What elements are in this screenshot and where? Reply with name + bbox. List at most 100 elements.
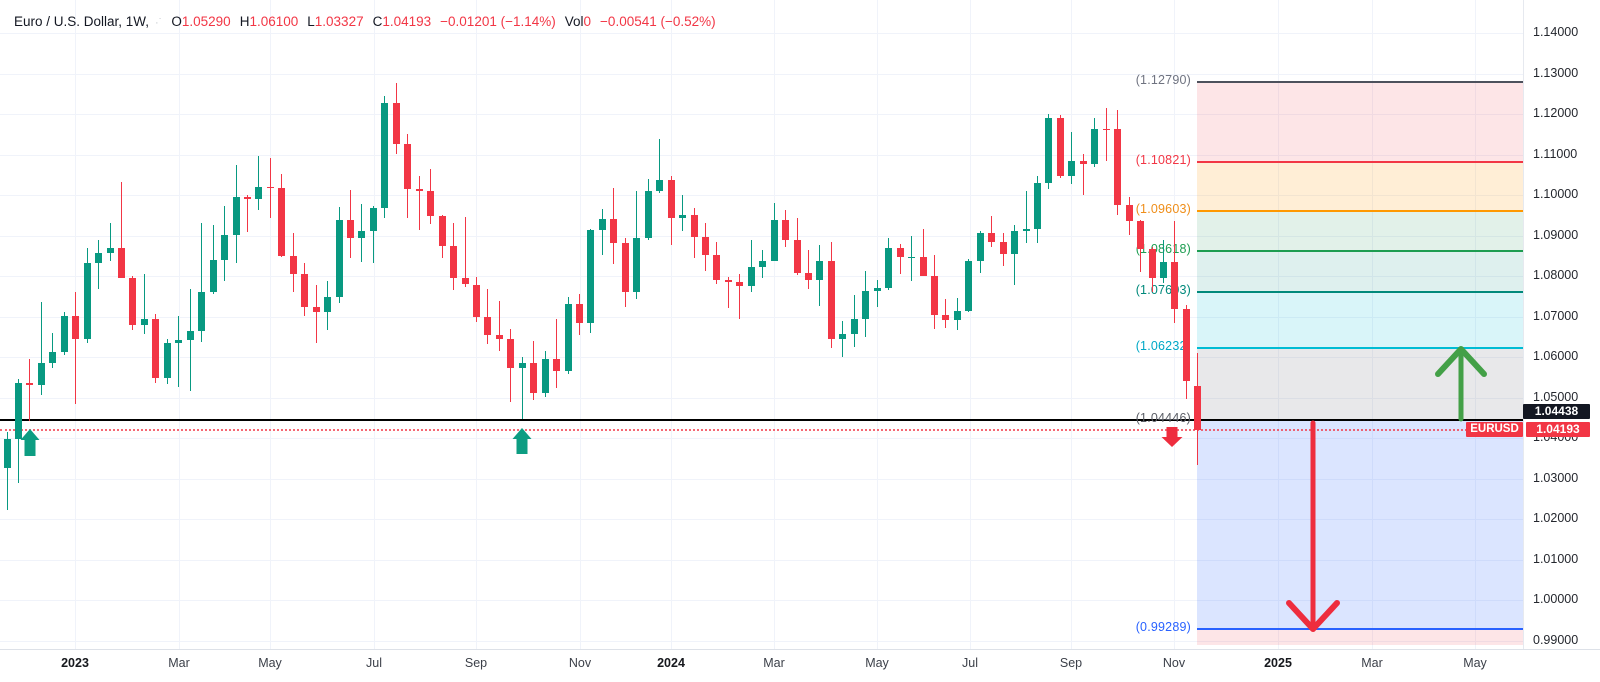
candle-wick bbox=[1025, 191, 1027, 244]
candle-down bbox=[404, 143, 412, 189]
candle-down bbox=[266, 187, 274, 189]
candle-down bbox=[26, 383, 34, 385]
price-zone[interactable] bbox=[1197, 161, 1523, 212]
close-label: C bbox=[372, 14, 383, 29]
candle-up bbox=[747, 267, 755, 286]
candle-down bbox=[312, 306, 320, 313]
time-tick-label: Nov bbox=[568, 656, 592, 670]
candle-down bbox=[1137, 220, 1145, 250]
candle-wick bbox=[556, 318, 558, 389]
candle-down bbox=[415, 188, 423, 192]
price-level-line[interactable] bbox=[0, 418, 1523, 421]
price-level-line[interactable] bbox=[1197, 291, 1523, 294]
price-axis[interactable]: 1.14000 1.13000 1.12000 1.11000 1.10000 1.090… bbox=[1523, 0, 1600, 649]
price-level-label: (1.07603) bbox=[1135, 283, 1191, 298]
price-zone[interactable] bbox=[1197, 211, 1523, 251]
candle-down bbox=[896, 248, 904, 258]
candle-wick bbox=[899, 243, 901, 274]
candle-up bbox=[106, 247, 114, 254]
candle-wick bbox=[418, 176, 420, 231]
candle-down bbox=[999, 241, 1007, 254]
candle-down bbox=[243, 197, 251, 200]
price-tick-label: 1.02000 bbox=[1533, 511, 1579, 525]
vertical-gridline bbox=[1475, 0, 1476, 649]
high-value: 1.06100 bbox=[249, 14, 299, 29]
horizontal-gridline bbox=[0, 559, 1523, 561]
candle-down bbox=[427, 191, 435, 217]
candle-wick bbox=[1105, 108, 1107, 162]
candle-up bbox=[587, 230, 595, 323]
vertical-gridline bbox=[476, 0, 477, 649]
candle-wick bbox=[682, 195, 684, 232]
candle-up bbox=[541, 359, 549, 394]
horizontal-gridline bbox=[0, 316, 1523, 318]
candle-up bbox=[953, 311, 961, 321]
candle-down bbox=[461, 278, 469, 285]
candle-up bbox=[83, 262, 91, 339]
symbol-legend: Euro / U.S. Dollar, 1W, ·˙ O1.05290 H1.0610… bbox=[14, 14, 716, 29]
vertical-gridline bbox=[671, 0, 672, 649]
horizontal-gridline bbox=[0, 397, 1523, 399]
horizontal-gridline bbox=[0, 357, 1523, 358]
volume-value: 0 bbox=[583, 14, 592, 29]
price-zone[interactable] bbox=[1197, 628, 1523, 645]
candle-wick bbox=[98, 240, 100, 290]
vertical-gridline bbox=[179, 0, 180, 649]
price-level-line[interactable] bbox=[1197, 210, 1523, 213]
candle-down bbox=[1171, 262, 1179, 310]
candle-up bbox=[816, 261, 824, 281]
price-level-line[interactable] bbox=[1197, 160, 1523, 163]
price-zone[interactable] bbox=[1197, 250, 1523, 293]
candle-up bbox=[1011, 231, 1019, 254]
candle-wick bbox=[189, 289, 191, 391]
price-tick-label: 1.08000 bbox=[1533, 268, 1579, 282]
symbol-price-flag: EURUSD bbox=[1466, 422, 1523, 437]
symbol-title[interactable]: Euro / U.S. Dollar, 1W, bbox=[14, 14, 150, 29]
candle-up bbox=[518, 362, 526, 368]
candle-wick bbox=[727, 277, 729, 308]
candle-wick bbox=[739, 273, 741, 319]
candle-up bbox=[3, 438, 11, 469]
price-zone[interactable] bbox=[1197, 347, 1523, 420]
candle-up bbox=[679, 214, 687, 218]
time-tick-label: Mar bbox=[763, 656, 785, 670]
open-label: O bbox=[171, 14, 182, 29]
candle-up bbox=[1068, 160, 1076, 176]
candle-down bbox=[782, 220, 790, 240]
candle-wick bbox=[601, 209, 603, 255]
vertical-gridline bbox=[970, 0, 971, 649]
candle-down bbox=[701, 236, 709, 255]
candle-wick bbox=[922, 229, 924, 276]
candle-wick bbox=[1014, 224, 1016, 286]
price-zone[interactable] bbox=[1197, 419, 1523, 629]
price-level-line[interactable] bbox=[1197, 81, 1523, 83]
price-level-line[interactable] bbox=[1197, 249, 1523, 252]
candle-down bbox=[930, 275, 938, 315]
candle-up bbox=[175, 339, 183, 343]
candle-up bbox=[839, 334, 847, 339]
price-zone[interactable] bbox=[1197, 82, 1523, 162]
price-level-line[interactable] bbox=[1197, 627, 1523, 630]
price-zone[interactable] bbox=[1197, 292, 1523, 348]
candle-up bbox=[209, 260, 217, 293]
candle-up bbox=[335, 219, 343, 297]
candle-wick bbox=[246, 194, 248, 232]
time-tick-label: 2025 bbox=[1264, 656, 1292, 670]
vertical-gridline bbox=[270, 0, 271, 649]
price-level-line[interactable] bbox=[1197, 346, 1523, 349]
candle-up bbox=[140, 318, 148, 325]
candle-down bbox=[942, 314, 950, 321]
candle-down bbox=[713, 254, 721, 281]
candle-down bbox=[1182, 309, 1190, 382]
time-tick-label: Nov bbox=[1162, 656, 1186, 670]
candle-down bbox=[724, 280, 732, 283]
open-value: 1.05290 bbox=[181, 14, 231, 29]
candle-down bbox=[1056, 118, 1064, 176]
low-label: L bbox=[307, 14, 315, 29]
candle-up bbox=[14, 383, 22, 439]
price-level-label: (1.12790) bbox=[1135, 73, 1191, 87]
time-axis[interactable]: 2023 Mar May Jul Sep Nov 2024 Mar May Jul Sep Nov 20… bbox=[0, 649, 1600, 682]
candle-up bbox=[221, 235, 229, 261]
